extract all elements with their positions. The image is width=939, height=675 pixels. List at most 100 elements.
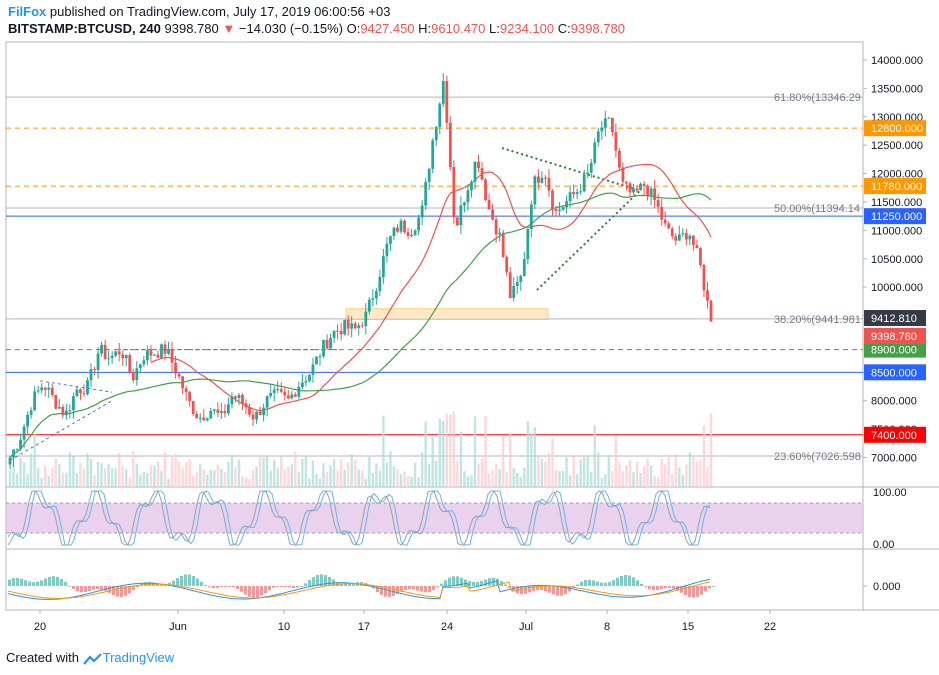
volume-bar	[167, 478, 170, 487]
volume-bar	[15, 473, 19, 487]
candle-body	[163, 344, 167, 354]
candle-body	[536, 176, 540, 183]
volume-bar	[452, 411, 456, 487]
volume-bar	[54, 458, 57, 487]
volume-bar	[579, 459, 582, 487]
macd-histogram-bar	[428, 586, 431, 592]
volume-bar	[125, 469, 128, 487]
volume-bar	[530, 434, 533, 487]
volume-bar	[19, 458, 22, 487]
volume-bar	[523, 467, 526, 487]
candle-body	[174, 362, 177, 374]
volume-bar	[611, 470, 614, 487]
price-chart[interactable]: 61.80%(13346.29 50.00%(11394.14 38.20%(944…	[0, 0, 939, 645]
macd-histogram-bar	[188, 574, 191, 586]
macd-histogram-bar	[452, 576, 455, 586]
volume-bar	[674, 453, 677, 487]
price-axis[interactable]: 14000.00013500.00013000.00012500.0001200…	[863, 55, 923, 465]
volume-bar	[632, 472, 635, 487]
volume-bar	[118, 453, 121, 487]
volume-bar	[29, 453, 33, 487]
macd-histogram-bar	[320, 574, 323, 586]
time-axis[interactable]: 20 Jun 10 17 24 Jul 8 15 22	[34, 610, 776, 633]
volume-bar	[607, 456, 611, 487]
ma-slow-line	[9, 192, 712, 458]
candle-body	[128, 355, 132, 373]
candle-body	[392, 227, 396, 237]
macd-histogram-bar	[120, 586, 123, 597]
volume-bar	[318, 478, 322, 487]
price-tick-label: 10500.000	[871, 254, 923, 266]
time-tick-label: Jul	[519, 621, 533, 633]
volume-bar	[308, 478, 311, 487]
volume-bar	[86, 453, 89, 487]
wedge-lower-line	[9, 400, 113, 461]
macd-histogram-bar	[344, 584, 347, 586]
volume-bar	[146, 472, 149, 487]
candle-body	[706, 290, 709, 301]
level-tag	[864, 120, 926, 137]
stoch-d-line	[7, 490, 711, 546]
candle-body	[103, 344, 107, 359]
candle-body	[600, 127, 604, 132]
candle-body	[149, 350, 153, 356]
candle-body	[484, 179, 487, 201]
candle-body	[353, 323, 357, 329]
candle-body	[466, 190, 470, 203]
macd-histogram-bar	[548, 586, 551, 593]
volume-bar	[206, 474, 209, 487]
volume-bar	[656, 477, 660, 487]
macd-histogram-bar	[592, 580, 595, 586]
stoch-lower-label: 0.00	[873, 539, 894, 551]
price-tick-label: 12500.000	[871, 140, 923, 152]
macd-histogram-bar	[504, 584, 507, 586]
volume-bar	[61, 472, 65, 487]
candle-body	[191, 400, 195, 414]
volume-bar	[315, 473, 318, 487]
candle-body	[142, 360, 146, 365]
candle-body	[315, 356, 318, 365]
macd-histogram-bar	[308, 580, 311, 586]
candle-body	[343, 319, 347, 335]
volume-bar	[590, 471, 593, 487]
tradingview-brand[interactable]: TradingView	[102, 650, 175, 665]
macd-histogram-bar	[400, 586, 403, 592]
macd-histogram-bar	[108, 586, 111, 593]
volume-bar	[551, 438, 554, 487]
candle-body	[371, 298, 375, 300]
macd-histogram-bar	[128, 586, 131, 594]
macd-histogram-bar	[284, 586, 287, 587]
publisher-name[interactable]: FilFox	[8, 4, 47, 19]
volume-bar	[40, 478, 43, 487]
candle-body	[339, 330, 343, 335]
candle-body	[519, 275, 523, 282]
volume-bar	[600, 478, 603, 487]
symbol-name[interactable]: BITSTAMP:BTCUSD, 240	[8, 21, 161, 36]
candle-body	[470, 181, 473, 191]
volume-bar	[272, 459, 276, 487]
price-tick-label: 14000.000	[871, 55, 923, 67]
macd-histogram-bar	[340, 583, 343, 586]
volume-bar	[191, 475, 195, 487]
created-with-text: Created with	[6, 650, 79, 665]
volume-bar	[199, 464, 202, 487]
close-label: C:	[557, 21, 571, 36]
volume-bar	[114, 468, 117, 487]
volume-bar	[93, 475, 96, 487]
macd-histogram-bar	[72, 586, 75, 589]
down-arrow-icon: ▼	[222, 21, 236, 36]
candlesticks	[8, 73, 713, 470]
candle-body	[367, 299, 371, 312]
macd-histogram-bar	[552, 586, 555, 595]
macd-histogram-bar	[384, 586, 387, 597]
macd-histogram-bar	[432, 586, 435, 591]
descending-trendline	[501, 147, 641, 192]
macd-histogram-bar	[328, 577, 331, 586]
stoch-band	[6, 503, 863, 533]
macd-histogram-bar	[660, 586, 663, 590]
macd-histogram-bar	[96, 586, 99, 590]
volume-bar	[678, 467, 681, 487]
macd-histogram-bar	[436, 586, 439, 588]
volume-bar	[399, 474, 403, 487]
volume-bar	[51, 468, 54, 487]
